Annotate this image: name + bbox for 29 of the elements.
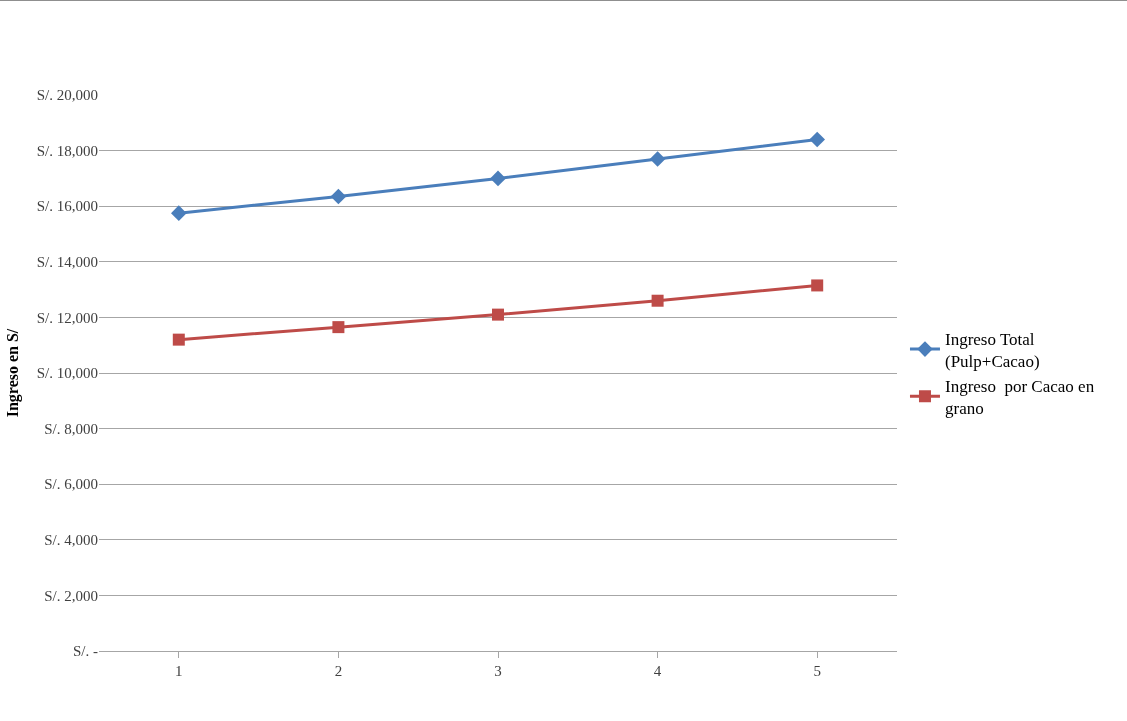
point — [332, 321, 345, 334]
x-tick-label: 5 — [813, 663, 821, 679]
point — [330, 188, 347, 205]
y-tick-label: S/. 4,000 — [44, 532, 98, 549]
y-tick-label: S/. 8,000 — [44, 420, 98, 437]
point — [811, 279, 824, 292]
point — [651, 294, 664, 307]
x-tick-label: 4 — [653, 663, 662, 679]
point — [649, 151, 666, 167]
y-tick-label: S/. - — [72, 643, 98, 660]
x-tick-label: 2 — [334, 663, 343, 679]
y-tick-label: S/. 6,000 — [44, 476, 98, 493]
y-tick-label: S/. 12,000 — [36, 309, 98, 326]
y-tick-label: S/. 10,000 — [36, 365, 98, 382]
y-axis-title: Ingreso en S/ — [3, 328, 22, 418]
legend-label: Ingreso por Cacao en grano — [944, 376, 1095, 418]
point — [492, 308, 504, 321]
x-tick-label: 1 — [175, 663, 183, 679]
y-tick-label: S/. 14,000 — [36, 254, 98, 271]
y-tick-label: S/. 2,000 — [44, 587, 98, 604]
point — [171, 205, 187, 221]
point — [172, 333, 185, 346]
y-tick-label: S/. 18,000 — [36, 142, 98, 159]
point — [490, 170, 506, 187]
point — [809, 131, 825, 148]
y-tick-label: S/. 16,000 — [36, 198, 98, 215]
legend-label: Ingreso Total (Pulp+Cacao) — [944, 329, 1040, 371]
x-tick-label: 3 — [494, 663, 502, 679]
y-tick-label: S/. 20,000 — [36, 87, 98, 104]
